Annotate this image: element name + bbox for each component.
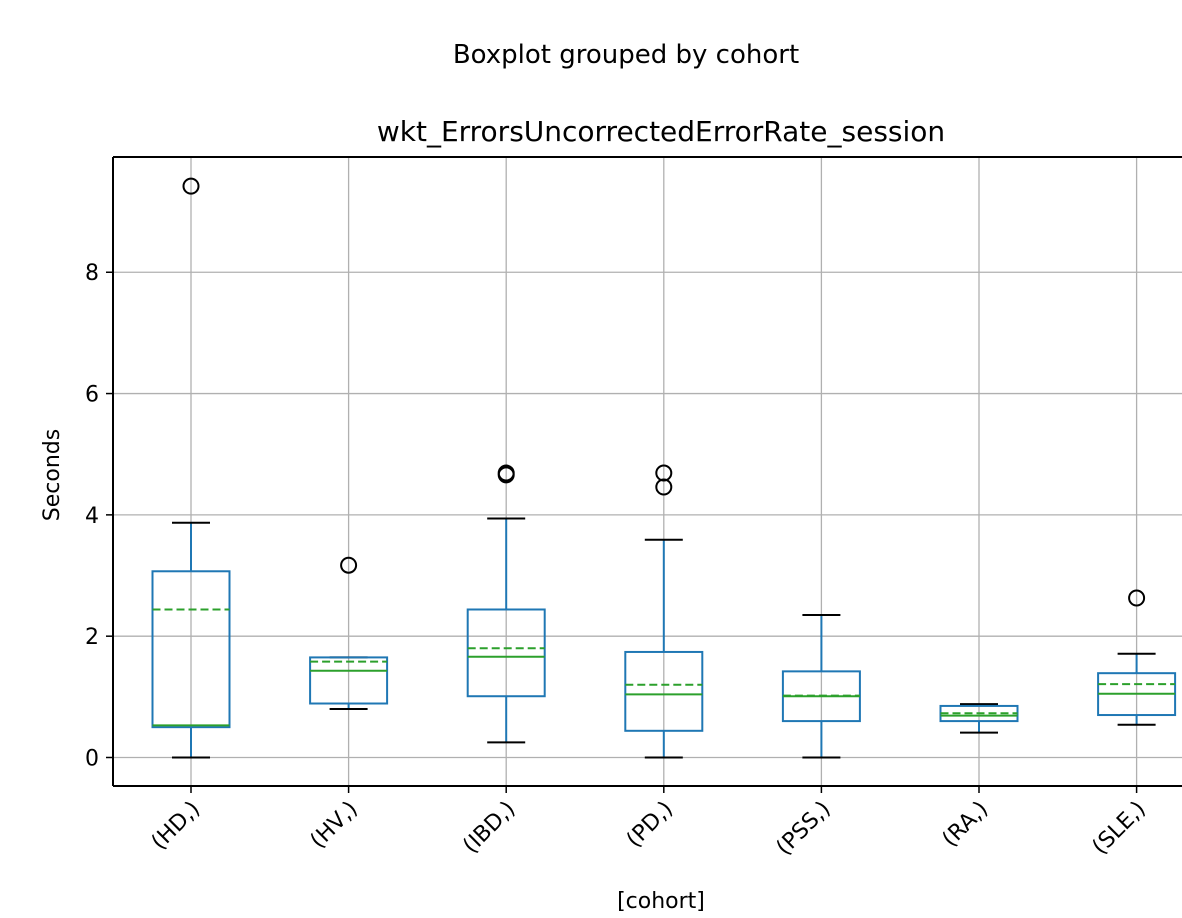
box-6 [1097, 589, 1177, 726]
box-4 [781, 613, 861, 759]
tick-labels: 0 2 4 6 8 (HD,) (HV,) (IBD,) (PD,) (PSS,) (RA,) (SL… [85, 261, 1151, 860]
x-tick-label: (PD,) [622, 797, 678, 853]
axes [106, 156, 1182, 793]
grid-lines [113, 157, 1182, 786]
box-5 [939, 703, 1019, 734]
boxes-layer [151, 177, 1177, 759]
outlier-point [1128, 589, 1146, 607]
box-2 [466, 464, 546, 744]
outlier-point [655, 464, 673, 482]
outlier-point [340, 556, 358, 574]
x-tick-label: (HV,) [306, 797, 363, 854]
box-3 [624, 464, 704, 759]
x-tick-label: (IBD,) [458, 797, 520, 859]
iqr-box [624, 650, 704, 732]
iqr-box [309, 656, 389, 705]
outlier-point [497, 464, 515, 482]
x-axis-label: [cohort] [617, 889, 705, 914]
y-axis-label: Seconds [40, 429, 65, 521]
outlier-point [182, 177, 200, 195]
x-tick-label: (RA,) [938, 797, 994, 853]
y-tick-label: 6 [85, 383, 99, 408]
iqr-box [466, 608, 546, 698]
iqr-box [151, 570, 231, 729]
box-1 [309, 556, 389, 710]
figure-suptitle: Boxplot grouped by cohort [452, 40, 800, 70]
y-tick-label: 4 [85, 504, 99, 529]
box-0 [151, 177, 231, 759]
y-tick-label: 0 [85, 746, 99, 771]
chart-title: wkt_ErrorsUncorrectedErrorRate_session [377, 115, 945, 148]
outlier-point [655, 478, 673, 496]
y-tick-label: 2 [85, 625, 99, 650]
y-tick-label: 8 [85, 261, 99, 286]
x-tick-label: (HD,) [147, 797, 205, 855]
x-tick-label: (PSS,) [772, 797, 836, 861]
x-tick-label: (SLE,) [1088, 797, 1151, 860]
